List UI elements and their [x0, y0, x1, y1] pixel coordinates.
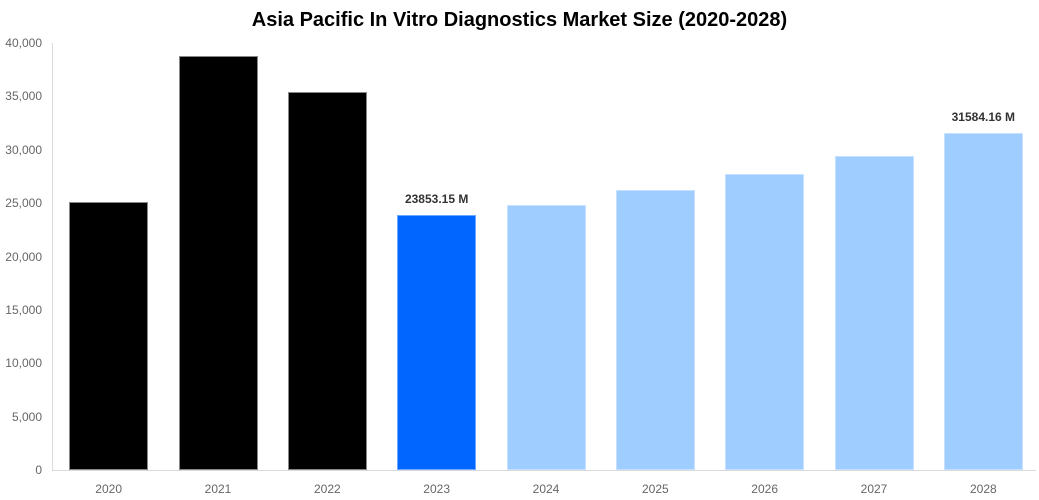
x-tick-label: 2020 [95, 482, 122, 496]
x-tick-label: 2027 [860, 482, 888, 496]
x-tick-label: 2022 [313, 482, 341, 496]
bar-2025[interactable] [615, 189, 695, 470]
y-tick-label: 10,000 [5, 356, 42, 371]
y-tick-label: 35,000 [5, 89, 42, 104]
x-tick-label: 2021 [204, 482, 232, 496]
y-tick-label: 30,000 [5, 142, 42, 157]
y-tick-label: 15,000 [5, 302, 42, 317]
y-tick-label: 25,000 [5, 196, 42, 211]
chart-title: Asia Pacific In Vitro Diagnostics Market… [251, 9, 788, 31]
bar-2027[interactable] [834, 155, 914, 470]
data-label-2028: 31584.16 M [951, 109, 1016, 124]
bar-2028[interactable] [943, 132, 1023, 470]
x-tick-label: 2023 [423, 482, 450, 496]
y-tick-label: 20,000 [5, 249, 42, 264]
y-axis-line [52, 43, 53, 471]
y-tick-label: 40,000 [5, 36, 42, 50]
bar-2020[interactable] [69, 202, 149, 470]
data-label-2023: 23853.15 M [404, 192, 469, 207]
x-tick-label: 2024 [532, 482, 560, 496]
x-axis-line [52, 470, 1036, 471]
x-tick-label: 2026 [751, 482, 778, 496]
bar-2022[interactable] [287, 91, 367, 470]
bar-2026[interactable] [725, 174, 805, 470]
x-tick-label: 2025 [641, 482, 669, 496]
x-tick-label: 2028 [969, 482, 997, 496]
bar-2024[interactable] [506, 204, 586, 470]
y-tick-label: 0 [35, 463, 42, 477]
y-tick-label: 5,000 [11, 409, 42, 424]
bar-2023[interactable] [397, 215, 477, 470]
bar-2021[interactable] [178, 56, 258, 470]
